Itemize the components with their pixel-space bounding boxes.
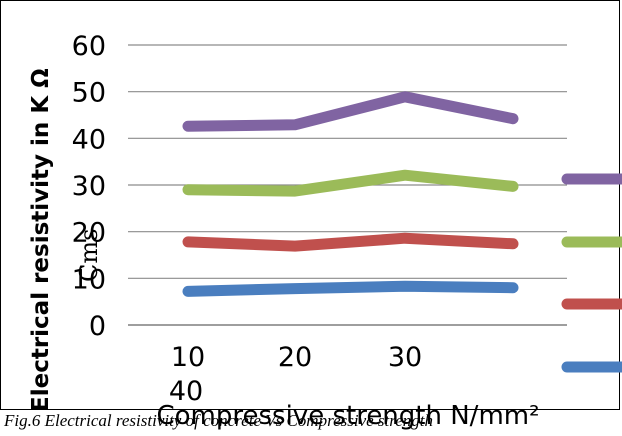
x-tick-labels: 10 20 30 xyxy=(171,342,422,373)
series-lines xyxy=(182,91,519,297)
series-line xyxy=(182,232,519,252)
x-tick-label: 10 xyxy=(171,342,205,373)
series-line xyxy=(182,169,519,197)
y-axis-unit-label: Cms xyxy=(75,229,103,282)
figure-caption: Fig.6 Electrical resistivity of concrete… xyxy=(4,411,434,430)
x-tick-overflow-label: 40 xyxy=(169,376,203,407)
gridlines xyxy=(128,44,567,326)
x-tick-label: 20 xyxy=(278,342,312,373)
y-tick-label: 50 xyxy=(72,78,106,109)
y-axis-label: Electrical resistivity in K Ω xyxy=(28,68,54,412)
y-tick-label: 30 xyxy=(72,171,106,202)
y-tick-labels: 0 10 20 30 40 50 60 xyxy=(72,31,106,342)
series-line xyxy=(182,280,519,297)
y-tick-label: 40 xyxy=(72,124,106,155)
y-tick-label: 10 xyxy=(72,264,106,295)
legend xyxy=(561,173,622,373)
y-tick-label: 60 xyxy=(72,31,106,62)
series-line xyxy=(182,91,519,132)
x-tick-label: 30 xyxy=(388,342,422,373)
x-axis-label: Compressive strength N/mm² xyxy=(156,401,539,431)
y-tick-label: 0 xyxy=(89,311,106,342)
chart-frame xyxy=(0,0,620,410)
y-tick-label: 20 xyxy=(72,218,106,249)
